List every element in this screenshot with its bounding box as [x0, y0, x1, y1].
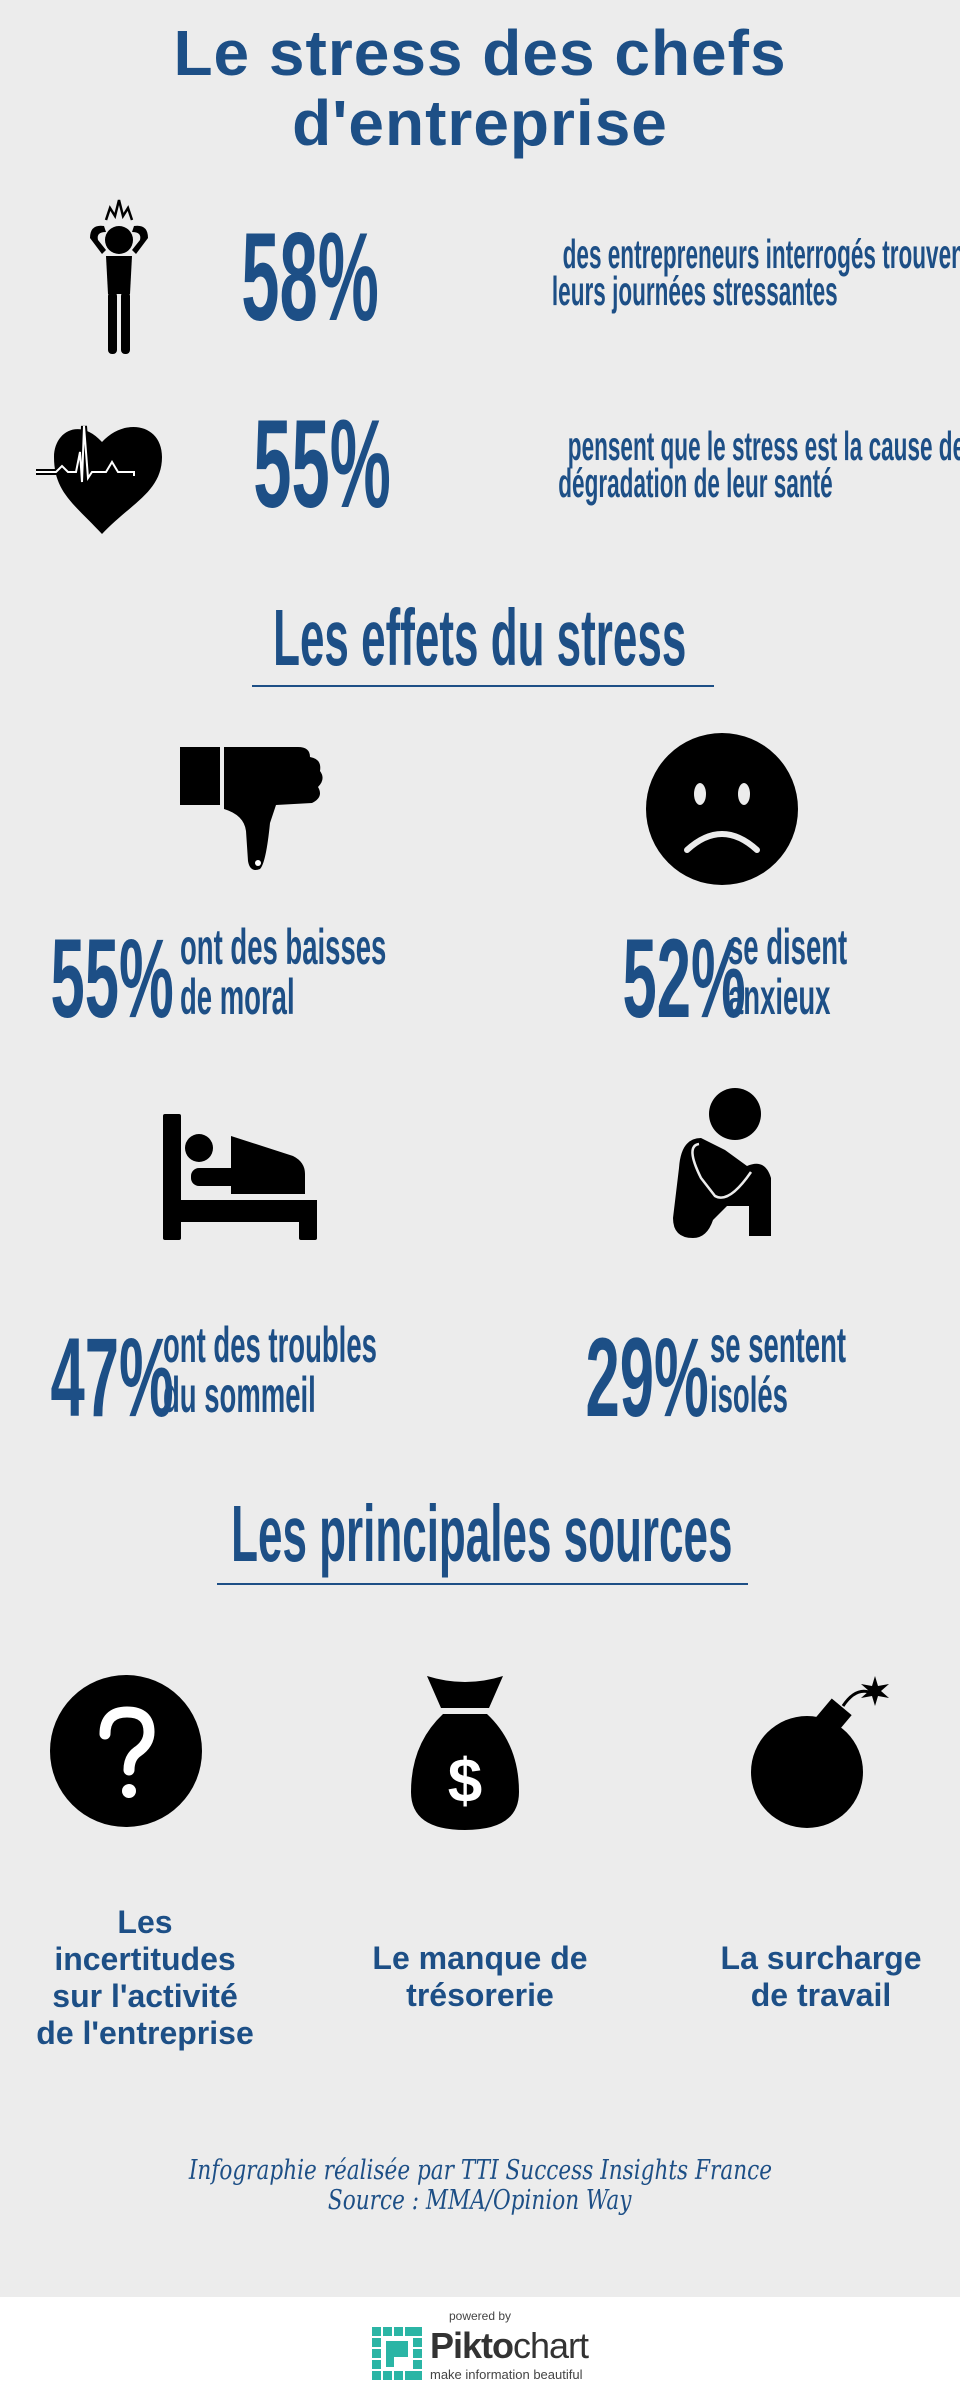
stat-text-line: leurs journées stressantes	[552, 268, 838, 314]
effects-heading: Les effets du stress	[0, 598, 960, 678]
piktochart-logo-link[interactable]: Piktochart make information beautiful	[372, 2325, 592, 2382]
money-bag-icon: $	[411, 1676, 519, 1830]
source-label: La surcharge de travail	[680, 1940, 960, 2014]
isolated-person-icon	[673, 1088, 771, 1238]
stat-text-line: des entrepreneurs interrogés trouvent	[562, 231, 960, 277]
effect-text-line: ont des baisses	[180, 919, 387, 975]
piktochart-wordmark: Piktochart	[430, 2325, 589, 2366]
effect-percent: 47%	[50, 1315, 174, 1440]
brand-bold: Pikto	[430, 2325, 514, 2366]
sources-heading: Les principales sources	[0, 1494, 960, 1574]
sources-divider	[217, 1583, 748, 1585]
effect-text-line: de moral	[180, 969, 295, 1025]
effect-description: se sentent isolés	[710, 1320, 957, 1420]
bed-icon	[163, 1114, 317, 1240]
sources-heading-text: Les principales sources	[231, 1489, 733, 1578]
effect-text-line: du sommeil	[163, 1367, 316, 1423]
powered-by: powered by	[448, 2309, 512, 2323]
svg-text:$: $	[448, 1747, 482, 1816]
source-label: Les incertitudes sur l'activité de l'ent…	[0, 1904, 290, 2052]
effect-percent: 55%	[50, 916, 174, 1041]
brand-light: chart	[513, 2325, 589, 2366]
source-label-line: incertitudes	[54, 1941, 236, 1977]
stat-value: 55%	[192, 402, 452, 527]
source-label-line: La surcharge	[720, 1940, 922, 1976]
effect-value: 47%	[0, 1322, 173, 1434]
effect-text-line: anxieux	[728, 969, 831, 1025]
piktochart-tagline: make information beautiful	[430, 2367, 583, 2382]
source-label-line: trésorerie	[406, 1977, 554, 2013]
credit: Infographie réalisée par TTI Success Ins…	[0, 2156, 960, 2216]
heartbeat-heart-icon	[36, 425, 162, 534]
stat-description: pensent que le stress est la cause de la…	[395, 423, 960, 506]
source-label-line: sur l'activité	[52, 1978, 238, 2014]
effect-value: 52%	[572, 923, 745, 1035]
effect-description: ont des baisses de moral	[180, 922, 555, 1022]
question-mark-icon	[50, 1675, 202, 1827]
stat-value: 58%	[180, 215, 440, 340]
stat-text-line: pensent que le stress est la cause de la	[567, 423, 960, 469]
stat-percent: 55%	[253, 395, 391, 534]
page-title: Le stress des chefs d'entreprise	[0, 18, 960, 158]
effect-description: se disent anxieux	[728, 922, 945, 1022]
stat-text-line: dégradation de leur santé	[557, 460, 833, 506]
stat-percent: 58%	[241, 208, 379, 347]
effect-text-line: isolés	[710, 1367, 788, 1423]
title-line-1: Le stress des chefs	[173, 17, 787, 89]
credit-line: Source : MMA/Opinion Way	[328, 2185, 632, 2216]
effect-text-line: ont des troubles	[163, 1317, 377, 1373]
effect-percent: 29%	[585, 1315, 709, 1440]
effects-heading-text: Les effets du stress	[273, 593, 687, 682]
source-label-line: de l'entreprise	[36, 2015, 254, 2051]
stat-description: des entrepreneurs interrogés trouvent le…	[395, 231, 960, 314]
bomb-icon	[751, 1676, 889, 1828]
title-line-2: d'entreprise	[292, 87, 668, 159]
thumbs-down-icon	[180, 747, 323, 870]
source-label-line: de travail	[750, 1977, 892, 2013]
piktochart-logo-icon	[372, 2327, 422, 2380]
effect-value: 55%	[0, 923, 173, 1035]
source-label-line: Les	[117, 1904, 173, 1940]
effect-value: 29%	[535, 1322, 708, 1434]
effect-description: ont des troubles du sommeil	[163, 1320, 552, 1420]
sad-face-icon	[646, 733, 798, 885]
effect-text-line: se disent	[728, 919, 848, 975]
effect-text-line: se sentent	[710, 1317, 847, 1373]
source-label: Le manque de trésorerie	[330, 1940, 630, 2014]
footer: powered by Piktochart make information b…	[0, 2297, 960, 2393]
source-label-line: Le manque de	[372, 1940, 588, 1976]
credit-line: Infographie réalisée par TTI Success Ins…	[188, 2155, 772, 2186]
stressed-person-icon	[90, 199, 148, 354]
effects-divider	[252, 685, 714, 687]
effect-percent: 52%	[622, 916, 746, 1041]
